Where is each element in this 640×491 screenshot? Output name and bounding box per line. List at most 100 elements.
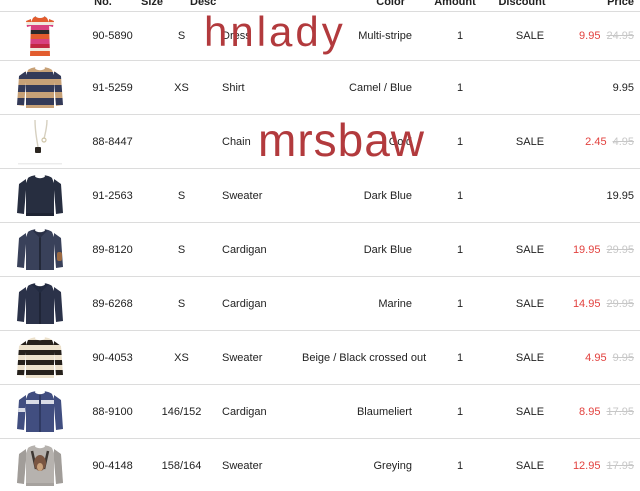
cell-description: Chain bbox=[218, 136, 302, 148]
cell-amount: 1 bbox=[414, 460, 506, 472]
cell-amount: 1 bbox=[414, 244, 506, 256]
current-price: 9.95 bbox=[579, 30, 600, 42]
current-price: 14.95 bbox=[573, 298, 601, 310]
cell-amount: 1 bbox=[414, 82, 506, 94]
old-price-strikethrough: 9.95 bbox=[613, 352, 634, 364]
cell-article-number: 89-6268 bbox=[80, 298, 145, 310]
cell-price: 19.95 29.95 bbox=[554, 244, 640, 256]
cell-description: Cardigan bbox=[218, 244, 302, 256]
table-row: 88-9100 146/152 Cardigan Blaumeliert 1 S… bbox=[0, 385, 640, 439]
cell-description: Cardigan bbox=[218, 298, 302, 310]
cell-size: S bbox=[145, 298, 218, 310]
product-thumbnail-striped-dress[interactable] bbox=[0, 12, 80, 60]
column-header-size: Size bbox=[134, 0, 170, 9]
cell-color: Dark Blue bbox=[302, 190, 414, 202]
old-price-strikethrough: 29.95 bbox=[606, 298, 634, 310]
cell-amount: 1 bbox=[414, 352, 506, 364]
cell-article-number: 89-8120 bbox=[80, 244, 145, 256]
cell-price: 14.95 29.95 bbox=[554, 298, 640, 310]
cell-article-number: 91-2563 bbox=[80, 190, 145, 202]
old-price-strikethrough: 17.95 bbox=[606, 460, 634, 472]
current-price: 9.95 bbox=[613, 82, 634, 94]
cell-amount: 1 bbox=[414, 136, 506, 148]
product-thumbnail-camel-stripe-sweater[interactable] bbox=[0, 61, 80, 114]
cell-discount-badge: SALE bbox=[506, 136, 554, 148]
order-summary-page: No. Size Desc Color Amount Discount Pric… bbox=[0, 0, 640, 491]
cell-price: 8.95 17.95 bbox=[554, 406, 640, 418]
product-thumbnail-beige-black-stripe-sweater[interactable] bbox=[0, 331, 80, 384]
cell-price: 9.95 bbox=[554, 82, 640, 94]
cell-size: XS bbox=[145, 352, 218, 364]
table-row: 90-4148 158/164 Sweater Greying 1 SALE 1… bbox=[0, 439, 640, 491]
product-thumbnail-grey-graphic-sweater[interactable] bbox=[0, 439, 80, 491]
order-table-body: 90-5890 S Dress Multi-stripe 1 SALE 9.95… bbox=[0, 12, 640, 491]
column-header-desc: Desc bbox=[190, 0, 216, 9]
cell-description: Shirt bbox=[218, 82, 302, 94]
cell-color: Gold bbox=[302, 136, 414, 148]
cell-description: Dress bbox=[218, 30, 302, 42]
table-row: 89-6268 S Cardigan Marine 1 SALE 14.95 29… bbox=[0, 277, 640, 331]
cell-price: 19.95 bbox=[554, 190, 640, 202]
cell-article-number: 90-5890 bbox=[80, 30, 145, 42]
cell-discount-badge: SALE bbox=[506, 352, 554, 364]
cell-price: 2.45 4.95 bbox=[554, 136, 640, 148]
cell-amount: 1 bbox=[414, 30, 506, 42]
cell-discount-badge: SALE bbox=[506, 460, 554, 472]
column-header-price: Price bbox=[607, 0, 634, 9]
cell-color: Greying bbox=[302, 460, 414, 472]
product-thumbnail-chain-necklace[interactable] bbox=[0, 115, 80, 168]
cell-discount-badge: SALE bbox=[506, 406, 554, 418]
cell-color: Multi-stripe bbox=[302, 30, 414, 42]
cell-description: Sweater bbox=[218, 190, 302, 202]
cell-size: XS bbox=[145, 82, 218, 94]
cell-article-number: 90-4148 bbox=[80, 460, 145, 472]
cell-color: Marine bbox=[302, 298, 414, 310]
cell-color: Blaumeliert bbox=[302, 406, 414, 418]
cell-amount: 1 bbox=[414, 298, 506, 310]
cell-article-number: 91-5259 bbox=[80, 82, 145, 94]
cell-amount: 1 bbox=[414, 406, 506, 418]
cell-amount: 1 bbox=[414, 190, 506, 202]
cell-color: Dark Blue bbox=[302, 244, 414, 256]
table-row: 88-8447 Chain Gold 1 SALE 2.45 4.95 bbox=[0, 115, 640, 169]
cell-price: 4.95 9.95 bbox=[554, 352, 640, 364]
cell-discount-badge: SALE bbox=[506, 298, 554, 310]
table-row: 90-5890 S Dress Multi-stripe 1 SALE 9.95… bbox=[0, 12, 640, 61]
cell-color: Beige / Black crossed out bbox=[302, 352, 414, 364]
old-price-strikethrough: 29.95 bbox=[606, 244, 634, 256]
current-price: 12.95 bbox=[573, 460, 601, 472]
product-thumbnail-marine-cardigan[interactable] bbox=[0, 277, 80, 330]
product-thumbnail-navy-sweater[interactable] bbox=[0, 169, 80, 222]
table-row: 91-5259 XS Shirt Camel / Blue 1 9.95 bbox=[0, 61, 640, 115]
current-price: 19.95 bbox=[606, 190, 634, 202]
cell-size: S bbox=[145, 244, 218, 256]
old-price-strikethrough: 24.95 bbox=[606, 30, 634, 42]
column-header-no: No. bbox=[88, 0, 118, 9]
column-header-discount: Discount bbox=[482, 0, 562, 9]
table-row: 89-8120 S Cardigan Dark Blue 1 SALE 19.9… bbox=[0, 223, 640, 277]
product-thumbnail-navy-cardigan-patch[interactable] bbox=[0, 223, 80, 276]
cell-color: Camel / Blue bbox=[302, 82, 414, 94]
current-price: 4.95 bbox=[585, 352, 606, 364]
table-header-row: No. Size Desc Color Amount Discount Pric… bbox=[0, 0, 640, 12]
old-price-strikethrough: 17.95 bbox=[606, 406, 634, 418]
table-row: 91-2563 S Sweater Dark Blue 1 19.95 bbox=[0, 169, 640, 223]
column-header-color: Color bbox=[376, 0, 405, 9]
cell-size: S bbox=[145, 30, 218, 42]
cell-description: Cardigan bbox=[218, 406, 302, 418]
cell-article-number: 88-8447 bbox=[80, 136, 145, 148]
cell-article-number: 90-4053 bbox=[80, 352, 145, 364]
cell-description: Sweater bbox=[218, 460, 302, 472]
cell-size: 146/152 bbox=[145, 406, 218, 418]
cell-price: 12.95 17.95 bbox=[554, 460, 640, 472]
current-price: 19.95 bbox=[573, 244, 601, 256]
cell-discount-badge: SALE bbox=[506, 30, 554, 42]
cell-description: Sweater bbox=[218, 352, 302, 364]
old-price-strikethrough: 4.95 bbox=[613, 136, 634, 148]
current-price: 2.45 bbox=[585, 136, 606, 148]
current-price: 8.95 bbox=[579, 406, 600, 418]
cell-discount-badge: SALE bbox=[506, 244, 554, 256]
table-row: 90-4053 XS Sweater Beige / Black crossed… bbox=[0, 331, 640, 385]
cell-size: 158/164 bbox=[145, 460, 218, 472]
product-thumbnail-blue-melange-cardigan[interactable] bbox=[0, 385, 80, 438]
